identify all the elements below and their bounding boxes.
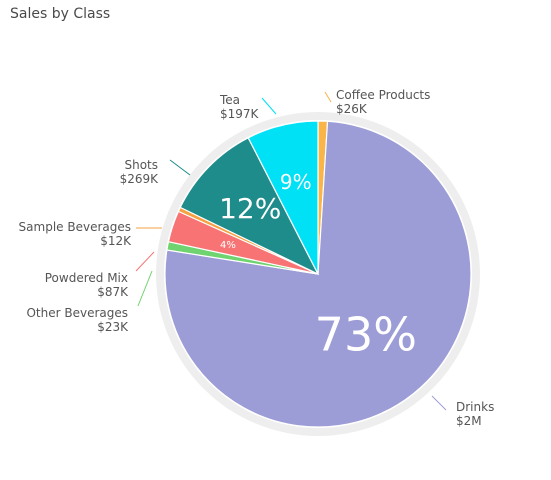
- slice-value-shots: $269K: [120, 172, 160, 186]
- slice-value-sample-beverages: $12K: [100, 234, 132, 248]
- widget-title: Sales by Class: [10, 6, 111, 22]
- callout-line-drinks: [431, 395, 447, 411]
- slice-label-powdered-mix: Powdered Mix: [45, 271, 128, 285]
- slice-label-shots: Shots: [124, 158, 158, 172]
- slice-label-sample-beverages: Sample Beverages: [19, 220, 131, 234]
- slice-label-tea: Tea: [219, 93, 240, 107]
- callout-line-coffee-products: [324, 91, 332, 103]
- pie-slice-tea[interactable]: [247, 120, 319, 275]
- slice-label-drinks: Drinks: [456, 400, 494, 414]
- slice-label-coffee-products: Coffee Products: [336, 88, 430, 102]
- slice-label-other-beverages: Other Beverages: [26, 306, 128, 320]
- callout-line-shots: [169, 159, 191, 176]
- slice-value-coffee-products: $26K: [336, 102, 368, 116]
- slice-percent-tea: 9%: [280, 170, 312, 194]
- callout-line-other-beverages: [137, 270, 153, 307]
- slice-value-tea: $197K: [220, 107, 260, 121]
- slice-value-powdered-mix: $87K: [97, 285, 129, 299]
- slice-percent-powdered-mix: 4%: [220, 240, 236, 251]
- callout-line-tea: [261, 97, 277, 115]
- callout-line-powdered-mix: [135, 251, 155, 272]
- slice-percent-drinks: 73%: [315, 307, 417, 361]
- pie-slice-shots[interactable]: [179, 137, 320, 276]
- slice-percent-shots: 12%: [219, 192, 281, 225]
- slice-value-drinks: $2M: [456, 414, 482, 428]
- slice-value-other-beverages: $23K: [97, 320, 129, 334]
